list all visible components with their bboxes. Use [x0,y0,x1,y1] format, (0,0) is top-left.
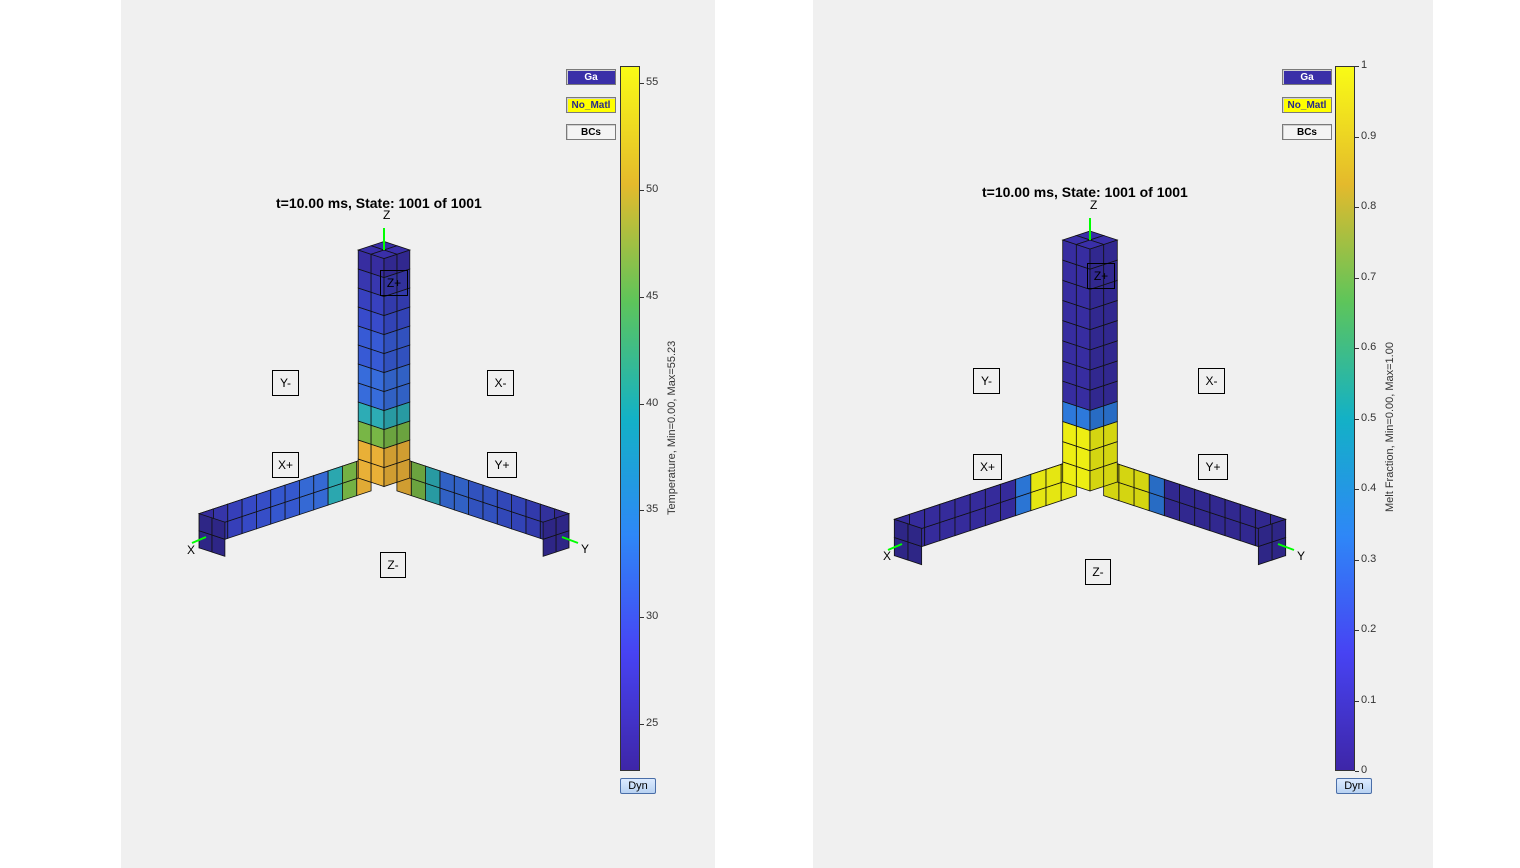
colorbar-tick [1355,771,1359,772]
left-face-x-plus[interactable]: X+ [272,452,299,478]
voxel-face [542,517,557,540]
right-face-y-plus[interactable]: Y+ [1198,454,1228,480]
colorbar-tick [1355,418,1359,420]
colorbar-tick-label: 35 [646,503,659,516]
colorbar-tick-label: 0.8 [1361,200,1377,212]
colorbar-tick [640,510,644,512]
right-y-axis-label: Y [1297,549,1306,563]
colorbar-tick [1355,66,1359,67]
colorbar-tick-label: 0.5 [1361,411,1377,424]
colorbar-tick [1355,207,1359,208]
right-x-axis-label: X [883,549,892,563]
right-face-y-minus[interactable]: Y- [973,368,1000,394]
left-y-axis-label: Y [581,542,590,556]
left-plot-title: t=10.00 ms, State: 1001 of 1001 [276,195,482,211]
right-colorbar [1335,66,1355,771]
colorbar-tick-label: 0.2 [1361,623,1377,635]
voxel-face [1075,239,1105,250]
right-bcs-button[interactable]: BCs [1282,124,1332,140]
colorbar-tick [1355,630,1359,631]
right-material-nomatl-button[interactable]: No_Matl [1282,97,1332,113]
left-material-nomatl-button[interactable]: No_Matl [566,97,616,113]
colorbar-tick [640,724,644,725]
colorbar-tick [640,189,644,191]
colorbar-tick-label: 1 [1361,59,1368,71]
colorbar-tick [1355,700,1359,702]
left-colorbar [620,66,640,771]
left-face-z-minus[interactable]: Z- [380,552,406,578]
left-bcs-button[interactable]: BCs [566,124,616,140]
colorbar-tick-label: 0.6 [1361,341,1377,353]
colorbar-tick-label: 0 [1361,764,1368,776]
left-face-y-minus[interactable]: Y- [272,370,299,396]
right-figure-panel [813,0,1433,868]
right-colorbar-label: Melt Fraction, Min=0.00, Max=1.00 [1384,342,1396,512]
left-face-x-minus[interactable]: X- [487,370,514,396]
colorbar-tick-label: 40 [646,396,659,409]
colorbar-tick-label: 45 [646,289,659,302]
colorbar-tick-label: 0.1 [1361,693,1377,706]
colorbar-tick-label: 0.3 [1361,552,1377,565]
right-face-z-plus[interactable]: Z+ [1087,263,1115,289]
voxel-face [211,517,226,540]
left-face-y-plus[interactable]: Y+ [487,452,517,478]
left-figure-panel [121,0,715,868]
colorbar-tick [1355,348,1359,349]
colorbar-tick-label: 0.4 [1361,482,1377,494]
left-dyn-button[interactable]: Dyn [620,778,656,794]
colorbar-tick [640,617,644,619]
colorbar-tick-label: 55 [646,76,659,89]
right-plot-title: t=10.00 ms, State: 1001 of 1001 [982,184,1188,200]
right-face-x-plus[interactable]: X+ [973,454,1002,480]
right-dyn-button[interactable]: Dyn [1336,778,1372,794]
left-x-axis-label: X [187,543,196,557]
colorbar-tick [640,403,644,405]
colorbar-tick [1355,489,1359,490]
right-z-axis-label: Z [1090,198,1098,212]
x-axis-line [191,536,207,544]
colorbar-tick [1355,136,1359,138]
y-axis-line [1277,543,1295,551]
left-material-ga-button[interactable]: Ga [566,69,616,85]
colorbar-tick-label: 30 [646,610,659,623]
x-axis-line [887,543,903,551]
colorbar-tick [1355,277,1359,279]
colorbar-tick [1355,559,1359,561]
voxel-face [907,523,923,548]
colorbar-tick-label: 50 [646,182,659,195]
y-axis-line [561,536,579,544]
left-face-z-plus[interactable]: Z+ [380,270,408,296]
voxel-face [1257,523,1273,548]
right-face-x-minus[interactable]: X- [1198,368,1225,394]
voxel-face [369,249,399,259]
colorbar-tick-label: 25 [646,717,659,729]
colorbar-tick-label: 0.7 [1361,270,1377,283]
colorbar-tick [640,83,644,85]
colorbar-tick [640,296,644,298]
left-z-axis-label: Z [383,208,391,222]
right-material-ga-button[interactable]: Ga [1282,69,1332,85]
right-face-z-minus[interactable]: Z- [1085,559,1111,585]
colorbar-tick-label: 0.9 [1361,129,1377,142]
